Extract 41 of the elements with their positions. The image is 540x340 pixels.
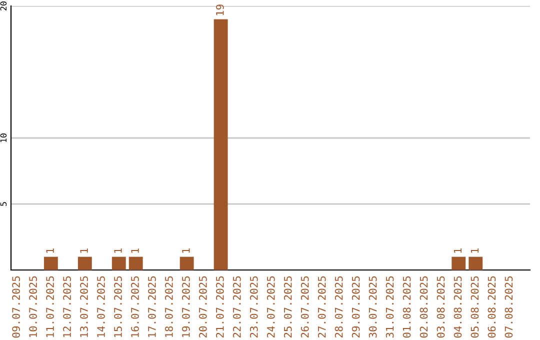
x-tick-label: 03.08.2025 [436, 276, 445, 338]
data-label: 1 [46, 248, 54, 253]
x-tick-label: 15.07.2025 [114, 276, 122, 338]
x-tick-label: 18.07.2025 [165, 276, 173, 338]
data-label: 1 [454, 248, 462, 253]
data-label: 19 [216, 4, 224, 16]
x-tick-label: 01.08.2025 [402, 276, 411, 338]
data-label: 1 [80, 248, 88, 253]
data-label: 1 [114, 248, 122, 253]
x-tick-label: 04.08.2025 [454, 276, 462, 338]
x-tick-label: 05.08.2025 [470, 276, 479, 338]
x-tick-label: 20.07.2025 [198, 276, 207, 338]
x-tick-label: 29.07.2025 [352, 276, 360, 338]
x-tick-label: 10.07.2025 [29, 276, 37, 338]
x-tick-label: 09.07.2025 [12, 276, 20, 338]
y-tick-label: 5 [0, 202, 7, 206]
data-label: 1 [131, 248, 139, 253]
x-tick-label: 24.07.2025 [266, 276, 275, 338]
x-tick-label: 16.07.2025 [131, 276, 139, 338]
x-tick-label: 14.07.2025 [97, 276, 105, 338]
x-tick-label: 11.07.2025 [46, 276, 54, 338]
x-tick-label: 02.08.2025 [420, 276, 428, 338]
x-tick-label: 17.07.2025 [148, 276, 156, 338]
x-tick-label: 26.07.2025 [300, 276, 309, 338]
x-tick-label: 06.08.2025 [488, 276, 496, 338]
x-tick-label: 30.07.2025 [368, 276, 377, 338]
x-tick-label: 23.07.2025 [250, 276, 258, 338]
x-tick-label: 31.07.2025 [386, 276, 394, 338]
data-label: 1 [470, 248, 479, 253]
x-tick-label: 07.08.2025 [504, 276, 513, 338]
x-tick-label: 25.07.2025 [284, 276, 292, 338]
x-tick-label: 28.07.2025 [334, 276, 343, 338]
x-tick-label: 21.07.2025 [216, 276, 224, 338]
data-label: 1 [182, 248, 190, 253]
y-tick-label: 20 [0, 2, 7, 10]
x-tick-label: 19.07.2025 [182, 276, 190, 338]
x-tick-label: 12.07.2025 [63, 276, 71, 338]
y-tick-label: 10 [0, 134, 7, 142]
x-tick-label: 22.07.2025 [232, 276, 241, 338]
x-tick-label: 27.07.2025 [318, 276, 326, 338]
x-tick-label: 13.07.2025 [80, 276, 88, 338]
